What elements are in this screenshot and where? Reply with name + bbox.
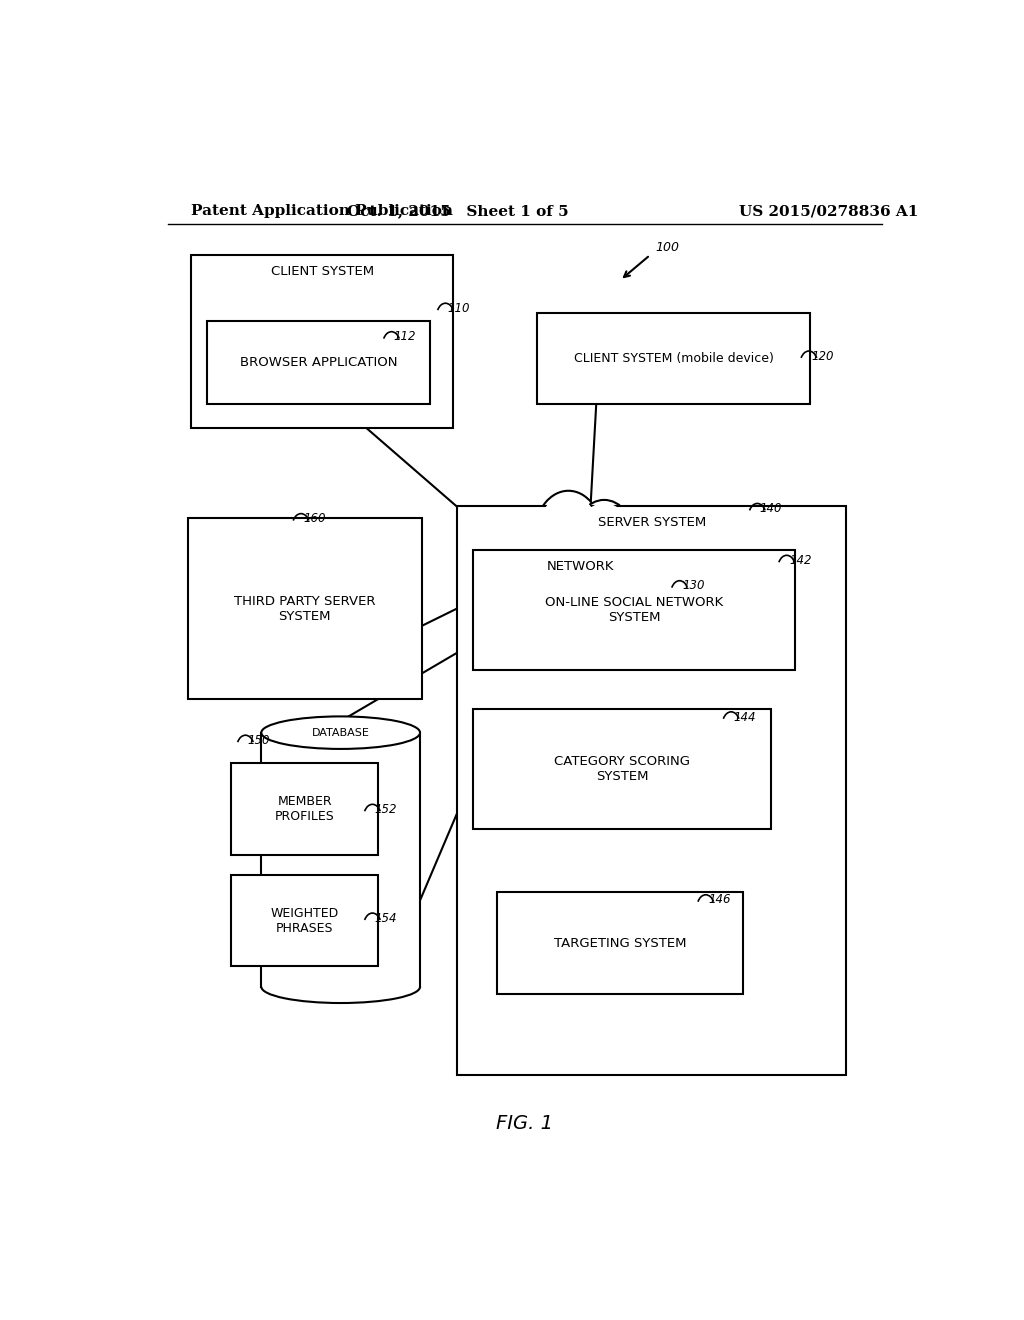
Circle shape [495,544,547,611]
Circle shape [510,516,568,591]
Text: 152: 152 [375,803,397,816]
Circle shape [614,556,657,612]
Text: 140: 140 [760,502,782,515]
FancyBboxPatch shape [497,892,743,994]
FancyBboxPatch shape [191,255,454,428]
Text: 146: 146 [709,894,730,907]
Text: 112: 112 [394,330,417,343]
Circle shape [612,554,659,615]
FancyBboxPatch shape [187,519,422,700]
Text: CLIENT SYSTEM: CLIENT SYSTEM [271,265,374,277]
FancyBboxPatch shape [207,321,430,404]
Text: US 2015/0278836 A1: US 2015/0278836 A1 [739,205,919,218]
Text: Patent Application Publication: Patent Application Publication [191,205,454,218]
Text: 130: 130 [682,579,705,593]
Circle shape [544,544,616,638]
Circle shape [507,513,570,594]
Circle shape [541,540,620,642]
Text: MEMBER
PROFILES: MEMBER PROFILES [274,795,335,822]
Text: FIG. 1: FIG. 1 [497,1114,553,1134]
Text: 100: 100 [655,242,680,253]
Text: 110: 110 [447,302,470,315]
Text: 154: 154 [375,912,397,925]
FancyBboxPatch shape [231,763,378,854]
FancyBboxPatch shape [458,506,846,1076]
Text: NETWORK: NETWORK [547,561,614,573]
FancyBboxPatch shape [473,709,771,829]
Circle shape [537,516,624,628]
FancyBboxPatch shape [231,875,378,966]
Text: Oct. 1, 2015   Sheet 1 of 5: Oct. 1, 2015 Sheet 1 of 5 [346,205,568,218]
Text: ON-LINE SOCIAL NETWORK
SYSTEM: ON-LINE SOCIAL NETWORK SYSTEM [545,595,723,623]
Text: 160: 160 [303,512,326,525]
Text: WEIGHTED
PHRASES: WEIGHTED PHRASES [270,907,339,935]
Circle shape [574,500,634,577]
Circle shape [604,524,659,595]
Text: 150: 150 [248,734,270,747]
Circle shape [536,491,602,576]
Ellipse shape [261,717,420,748]
Text: CLIENT SYSTEM (mobile device): CLIENT SYSTEM (mobile device) [573,352,773,366]
Circle shape [538,494,599,573]
FancyBboxPatch shape [261,733,420,987]
Text: 144: 144 [733,710,756,723]
FancyBboxPatch shape [473,549,795,669]
Circle shape [606,527,657,593]
Text: TARGETING SYSTEM: TARGETING SYSTEM [554,937,686,949]
Text: DATABASE: DATABASE [311,727,370,738]
Circle shape [497,546,545,609]
Circle shape [577,503,632,574]
Text: THIRD PARTY SERVER
SYSTEM: THIRD PARTY SERVER SYSTEM [233,595,376,623]
FancyBboxPatch shape [537,313,811,404]
Text: 120: 120 [811,350,834,363]
Text: 142: 142 [790,554,812,568]
Text: CATEGORY SCORING
SYSTEM: CATEGORY SCORING SYSTEM [554,755,690,783]
Text: BROWSER APPLICATION: BROWSER APPLICATION [240,356,397,370]
Text: SERVER SYSTEM: SERVER SYSTEM [598,516,706,529]
